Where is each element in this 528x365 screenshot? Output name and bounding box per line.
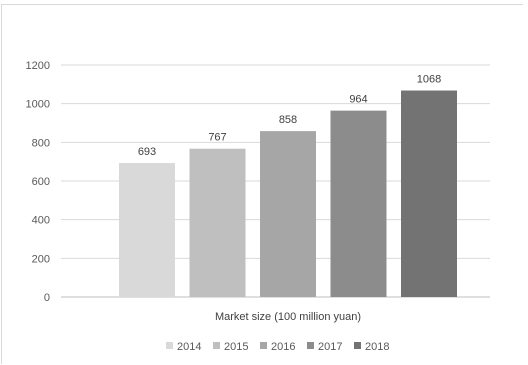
y-tick-label: 600 [32,176,50,188]
bar-2018 [401,90,457,298]
legend: 2014 2015 2016 2017 2018 [166,341,389,353]
y-tick-label: 1000 [26,99,50,111]
bar-2014 [119,163,175,297]
bar-2017 [330,110,387,297]
data-label-2015: 767 [208,132,226,144]
legend-swatch-2017 [307,342,314,349]
x-axis-title: Market size (100 million yuan) [215,311,361,323]
y-axis-ticks: 0 200 400 600 800 1000 1200 [26,60,50,304]
data-label-2018: 1068 [417,74,441,86]
bars [119,90,457,298]
legend-label-2017: 2017 [318,341,342,353]
legend-swatch-2015 [213,342,220,349]
legend-swatch-2016 [260,342,267,349]
y-tick-label: 1200 [26,60,50,72]
legend-swatch-2018 [354,342,361,349]
legend-label-2016: 2016 [271,341,295,353]
bar-2016 [260,131,316,297]
bar-2015 [189,148,246,297]
data-label-2016: 858 [279,114,297,126]
data-labels: 693 767 858 964 1068 [138,74,441,159]
legend-swatch-2014 [166,342,173,349]
y-tick-label: 200 [32,253,50,265]
data-label-2014: 693 [138,146,156,158]
legend-label-2018: 2018 [365,341,389,353]
legend-label-2015: 2015 [224,341,248,353]
y-tick-label: 0 [44,292,50,304]
y-tick-label: 800 [32,137,50,149]
legend-label-2014: 2014 [177,341,201,353]
data-label-2017: 964 [349,94,367,106]
y-tick-label: 400 [32,215,50,227]
